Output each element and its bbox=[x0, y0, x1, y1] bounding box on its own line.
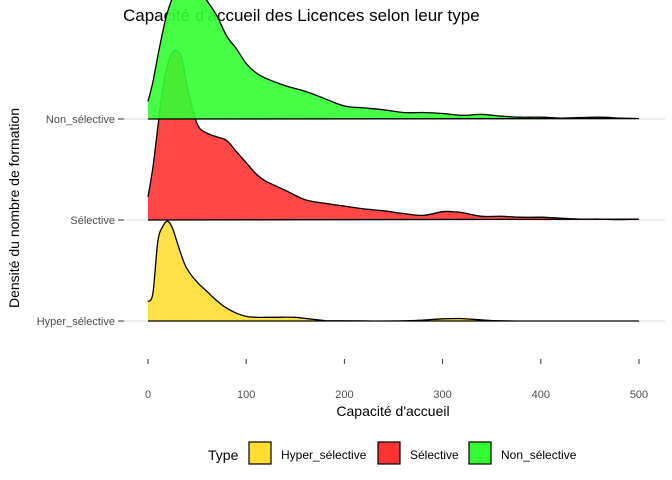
legend-label: Non_sélective bbox=[501, 448, 577, 462]
y-tick-label: Non_sélective bbox=[46, 114, 115, 126]
x-tick-label: 200 bbox=[335, 389, 353, 401]
x-tick-label: 300 bbox=[433, 389, 451, 401]
ridge-line-hyper_sélective bbox=[147, 220, 639, 322]
y-tick-label: Hyper_sélective bbox=[37, 316, 115, 328]
x-tick-label: 500 bbox=[630, 389, 648, 401]
ridge-fill-sélective bbox=[148, 50, 639, 220]
legend-label: Sélective bbox=[410, 448, 459, 462]
y-tick-labels: Hyper_sélective Sélective Non_sélective bbox=[37, 114, 124, 328]
legend-key-sélective bbox=[377, 441, 401, 465]
legend-key-non_sélective bbox=[468, 441, 492, 465]
x-tick-label: 400 bbox=[532, 389, 550, 401]
y-axis-title: Densité du nombre de formation bbox=[6, 108, 22, 308]
x-tick-label: 100 bbox=[237, 389, 255, 401]
legend-label: Hyper_sélective bbox=[281, 448, 367, 462]
x-axis-title: Capacité d'accueil bbox=[336, 403, 449, 419]
x-tick-label: 0 bbox=[145, 389, 151, 401]
ridge-fill-non_sélective bbox=[148, 0, 639, 119]
y-tick-label: Sélective bbox=[70, 215, 115, 227]
ridge-fill-hyper_sélective bbox=[148, 221, 639, 321]
x-tick-labels: 0 100 200 300 400 500 bbox=[145, 359, 648, 401]
ridges bbox=[147, 0, 640, 322]
legend-key-hyper_sélective bbox=[248, 441, 272, 465]
legend: Type Hyper_sélective Sélective Non_sélecti… bbox=[208, 441, 577, 465]
ridge-line-non_sélective bbox=[147, 0, 640, 120]
legend-title: Type bbox=[208, 447, 239, 463]
